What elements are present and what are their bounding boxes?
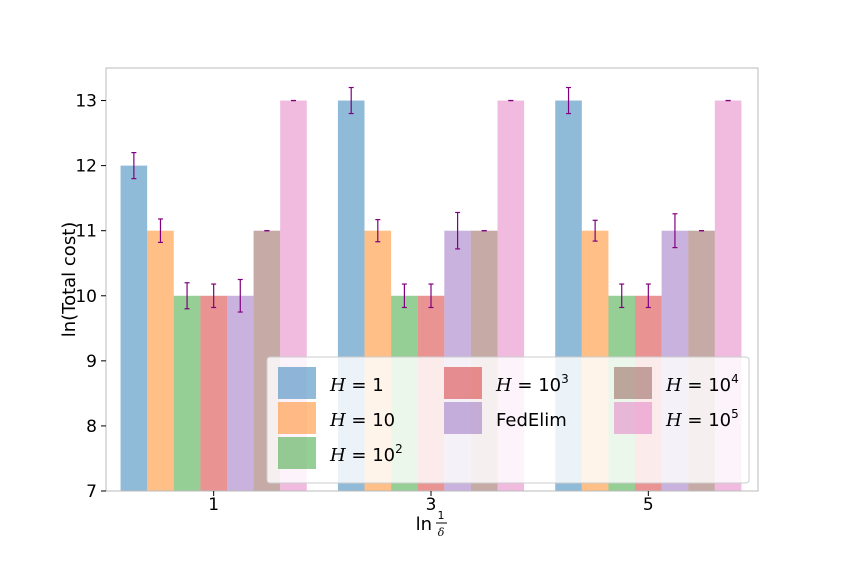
legend-item: H = 104: [614, 367, 739, 399]
x-axis-label-numerator: 1: [438, 509, 445, 522]
y-axis: 7 8 9 10 11 12 13: [75, 92, 106, 502]
legend-item: FedElim: [444, 402, 567, 434]
legend-swatch: [444, 367, 482, 399]
error-bars-layer: [131, 86, 731, 313]
x-tick-label: 1: [208, 495, 219, 515]
x-axis-label-prefix: ln: [416, 514, 432, 535]
legend-swatch: [444, 402, 482, 434]
y-axis-label: ln(Total cost): [59, 222, 80, 338]
bar: [200, 295, 227, 491]
bar: [173, 295, 201, 491]
bar: [226, 295, 254, 491]
y-tick-label: 9: [86, 352, 97, 372]
y-tick-label: 11: [75, 222, 97, 242]
legend-swatch: [614, 402, 652, 434]
legend-item: H = 10: [278, 402, 395, 434]
x-tick-label: 5: [643, 495, 654, 515]
legend-swatch: [614, 367, 652, 399]
legend-label: H = 105: [665, 407, 739, 431]
legend-item: H = 103: [444, 367, 569, 399]
legend-swatch: [278, 402, 316, 434]
y-tick-label: 10: [75, 287, 97, 307]
legend-label: H = 1: [329, 375, 384, 396]
y-tick-label: 13: [75, 92, 97, 112]
legend-item: H = 1: [278, 367, 384, 399]
x-axis: 1 3 5: [208, 491, 654, 515]
legend-label: FedElim: [496, 410, 567, 431]
x-axis-label: ln 1 δ: [416, 509, 447, 539]
plot-frame: [105, 67, 759, 492]
legend-item: H = 102: [278, 437, 403, 469]
bar: [147, 230, 174, 491]
y-tick-label: 12: [75, 157, 97, 177]
x-axis-label-denominator: δ: [438, 526, 445, 539]
y-tick-label: 7: [86, 482, 97, 502]
legend-swatch: [278, 437, 316, 469]
bar: [120, 165, 148, 491]
legend-swatch: [278, 367, 316, 399]
legend-label: H = 102: [329, 442, 403, 466]
legend-item: H = 105: [614, 402, 739, 434]
legend-label: H = 10: [329, 410, 395, 431]
x-tick-label: 3: [426, 495, 437, 515]
legend-label: H = 103: [495, 372, 569, 396]
y-tick-label: 8: [86, 417, 97, 437]
legend: H = 1 H = 10 H = 102 H = 103 FedElim H = 104 H…: [266, 356, 750, 484]
legend-label: H = 104: [665, 372, 739, 396]
